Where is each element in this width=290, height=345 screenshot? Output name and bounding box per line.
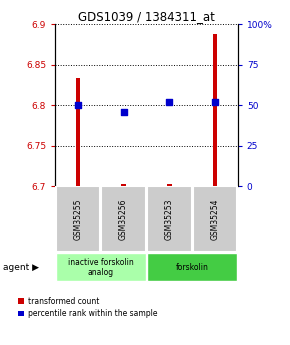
- Title: GDS1039 / 1384311_at: GDS1039 / 1384311_at: [78, 10, 215, 23]
- Point: [76, 102, 80, 108]
- Text: forskolin: forskolin: [176, 263, 209, 272]
- Text: agent ▶: agent ▶: [3, 263, 39, 272]
- Text: GSM35254: GSM35254: [211, 198, 220, 240]
- Text: GSM35256: GSM35256: [119, 198, 128, 240]
- Bar: [76, 78, 80, 186]
- Bar: [101, 186, 146, 252]
- Bar: [213, 34, 217, 186]
- Point: [213, 99, 217, 105]
- Legend: transformed count, percentile rank within the sample: transformed count, percentile rank withi…: [18, 297, 158, 318]
- Bar: [167, 184, 172, 186]
- Bar: [147, 253, 237, 282]
- Bar: [121, 184, 126, 186]
- Bar: [147, 186, 192, 252]
- Text: GSM35253: GSM35253: [165, 198, 174, 240]
- Text: inactive forskolin
analog: inactive forskolin analog: [68, 258, 134, 277]
- Point: [121, 109, 126, 115]
- Text: GSM35255: GSM35255: [73, 198, 82, 240]
- Bar: [193, 186, 237, 252]
- Bar: [56, 186, 100, 252]
- Bar: [56, 253, 146, 282]
- Point: [167, 99, 172, 105]
